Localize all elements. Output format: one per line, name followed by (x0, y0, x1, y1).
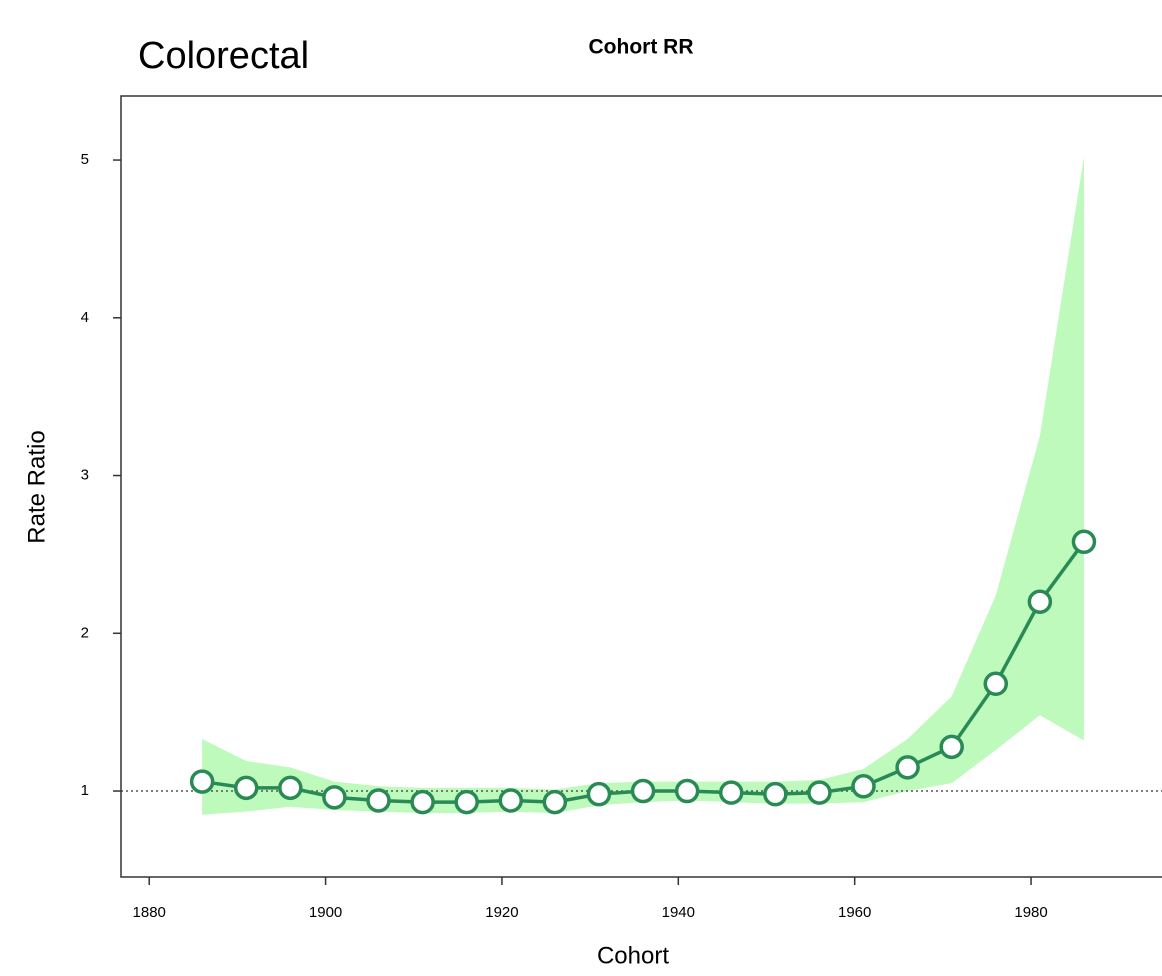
point (674, 778, 700, 804)
plot-frame (120, 95, 1162, 878)
x-tick-label: 1920 (485, 904, 518, 921)
point (1071, 529, 1097, 555)
point (763, 781, 788, 807)
x-axis-label: Cohort (597, 942, 669, 969)
point (1027, 589, 1053, 614)
point (851, 774, 876, 799)
point (895, 755, 920, 780)
x-tick-label: 1900 (309, 904, 342, 921)
x-tick-label: 1880 (133, 904, 166, 921)
point (278, 775, 303, 801)
y-tick-label: 1 (81, 782, 89, 799)
point (718, 780, 744, 805)
chart-heading: Colorectal (138, 35, 309, 77)
point (939, 734, 964, 760)
y-tick-label: 5 (81, 151, 89, 168)
y-tick-label: 3 (81, 467, 89, 484)
point (586, 781, 612, 807)
x-tick-label: 1980 (1014, 904, 1047, 921)
x-tick-label: 1940 (662, 904, 695, 921)
confidence-band (202, 156, 1084, 815)
point (542, 789, 568, 815)
y-tick-label: 2 (81, 624, 89, 641)
y-tick-label: 4 (81, 309, 89, 326)
point (189, 769, 215, 794)
x-tick-label: 1960 (838, 904, 871, 921)
point (807, 780, 832, 805)
point (498, 788, 524, 813)
point (322, 785, 347, 810)
point (410, 789, 435, 815)
y-axis-label: Rate Ratio (23, 430, 50, 543)
point (454, 789, 479, 815)
point (366, 788, 391, 813)
chart-title: Cohort RR (589, 36, 694, 59)
point (630, 778, 656, 804)
point (233, 775, 259, 801)
point (983, 671, 1009, 697)
